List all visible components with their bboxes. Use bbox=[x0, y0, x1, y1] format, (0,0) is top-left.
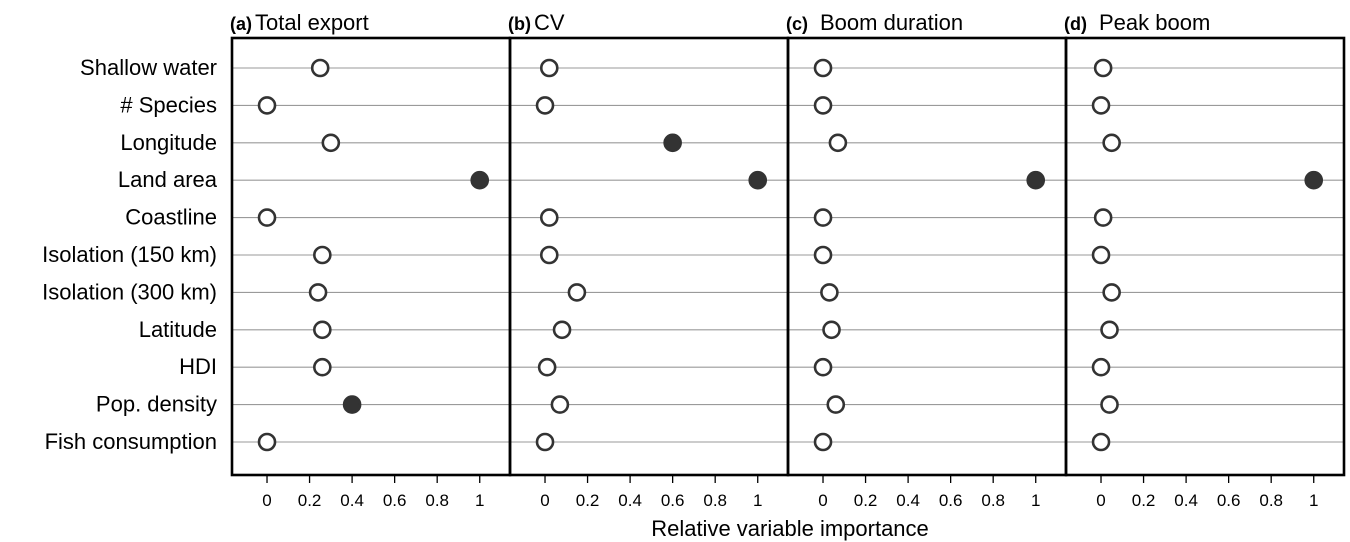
open-point bbox=[1100, 320, 1119, 340]
open-point bbox=[813, 245, 833, 265]
panel-title-text: Boom duration bbox=[820, 10, 963, 35]
open-point bbox=[828, 133, 848, 153]
x-axis-label: Relative variable importance bbox=[651, 516, 929, 541]
open-point bbox=[567, 283, 587, 302]
open-point bbox=[539, 245, 559, 265]
open-point bbox=[813, 208, 833, 227]
x-tick-label: 0 bbox=[1096, 491, 1105, 510]
x-tick-label: 0.6 bbox=[1217, 491, 1241, 510]
x-tick-label: 1 bbox=[475, 491, 484, 510]
category-label: HDI bbox=[179, 354, 217, 379]
panel-frame bbox=[1064, 36, 1346, 477]
panel-title: (a) Total export bbox=[230, 10, 369, 35]
category-label: Shallow water bbox=[80, 55, 217, 80]
x-tick-label: 1 bbox=[1031, 491, 1040, 510]
open-point bbox=[552, 320, 572, 340]
open-point bbox=[257, 208, 277, 227]
open-point bbox=[820, 283, 839, 302]
open-point bbox=[257, 96, 277, 115]
open-point bbox=[1091, 96, 1111, 115]
category-label: Coastline bbox=[125, 205, 217, 230]
open-point bbox=[813, 357, 833, 377]
open-point bbox=[1102, 133, 1121, 153]
x-tick-label: 0.6 bbox=[939, 491, 963, 510]
open-point bbox=[822, 320, 841, 340]
x-tick-label: 0.8 bbox=[981, 491, 1005, 510]
category-label: Isolation (150 km) bbox=[42, 242, 217, 267]
category-label: Fish consumption bbox=[45, 429, 217, 454]
open-point bbox=[313, 245, 332, 265]
x-tick-label: 0.6 bbox=[661, 491, 685, 510]
open-point bbox=[1093, 208, 1113, 227]
filled-point bbox=[470, 170, 490, 190]
open-point bbox=[813, 58, 833, 78]
open-point bbox=[1091, 432, 1111, 452]
category-label: Land area bbox=[118, 167, 218, 192]
open-point bbox=[826, 395, 846, 414]
x-tick-label: 1 bbox=[753, 491, 762, 510]
x-tick-label: 0.8 bbox=[1259, 491, 1283, 510]
category-label: Longitude bbox=[120, 130, 217, 155]
text-layer: Shallow water # Species Longitude Land area… bbox=[42, 10, 1318, 510]
open-point bbox=[310, 58, 330, 78]
open-point bbox=[813, 96, 833, 115]
open-point bbox=[257, 432, 277, 452]
x-tick-label: 0.4 bbox=[340, 491, 364, 510]
open-point bbox=[313, 320, 332, 340]
panel-letter: (d) bbox=[1064, 14, 1087, 34]
filled-point bbox=[663, 133, 682, 153]
filled-point bbox=[1026, 170, 1046, 190]
open-point bbox=[813, 432, 833, 452]
panel-letter: (a) bbox=[230, 14, 252, 34]
panel-title-text: Peak boom bbox=[1099, 10, 1210, 35]
filled-point bbox=[1304, 170, 1324, 190]
open-point bbox=[537, 357, 557, 377]
x-tick-label: 0.2 bbox=[854, 491, 878, 510]
x-tick-label: 0.8 bbox=[425, 491, 449, 510]
open-point bbox=[1093, 58, 1113, 78]
x-tick-label: 0 bbox=[818, 491, 827, 510]
x-tick-label: 0.2 bbox=[1132, 491, 1156, 510]
x-tick-label: 0.4 bbox=[896, 491, 920, 510]
open-point bbox=[1091, 357, 1111, 377]
x-tick-label: 0.4 bbox=[1174, 491, 1198, 510]
open-point bbox=[535, 96, 555, 115]
panel-title-text: Total export bbox=[255, 10, 369, 35]
category-label: Isolation (300 km) bbox=[42, 279, 217, 304]
panel-title: (b) CV bbox=[508, 10, 565, 35]
filled-point bbox=[342, 395, 362, 414]
x-tick-label: 0.2 bbox=[576, 491, 600, 510]
panel-letter: (c) bbox=[786, 14, 808, 34]
open-point bbox=[539, 58, 559, 78]
panel-title: (c) Boom duration bbox=[786, 10, 963, 35]
open-point bbox=[1100, 395, 1119, 414]
panel-letter: (b) bbox=[508, 14, 531, 34]
x-tick-label: 0.4 bbox=[618, 491, 642, 510]
x-tick-label: 0.2 bbox=[298, 491, 322, 510]
category-label: Pop. density bbox=[96, 392, 217, 417]
frame-layer bbox=[230, 36, 1346, 483]
x-tick-label: 0.8 bbox=[703, 491, 727, 510]
open-point bbox=[535, 432, 555, 452]
open-point bbox=[1091, 245, 1111, 265]
open-point bbox=[313, 357, 332, 377]
filled-point bbox=[748, 170, 768, 190]
panel-title: (d) Peak boom bbox=[1064, 10, 1210, 35]
open-point bbox=[539, 208, 559, 227]
x-tick-label: 1 bbox=[1309, 491, 1318, 510]
category-label: # Species bbox=[120, 92, 217, 117]
x-tick-label: 0 bbox=[540, 491, 549, 510]
open-point bbox=[321, 133, 341, 153]
points-layer bbox=[257, 58, 1324, 452]
open-point bbox=[1102, 283, 1121, 302]
category-label: Latitude bbox=[139, 317, 217, 342]
x-tick-label: 0.6 bbox=[383, 491, 407, 510]
panel-title-text: CV bbox=[534, 10, 565, 35]
open-point bbox=[550, 395, 570, 414]
x-tick-label: 0 bbox=[262, 491, 271, 510]
open-point bbox=[308, 283, 328, 302]
